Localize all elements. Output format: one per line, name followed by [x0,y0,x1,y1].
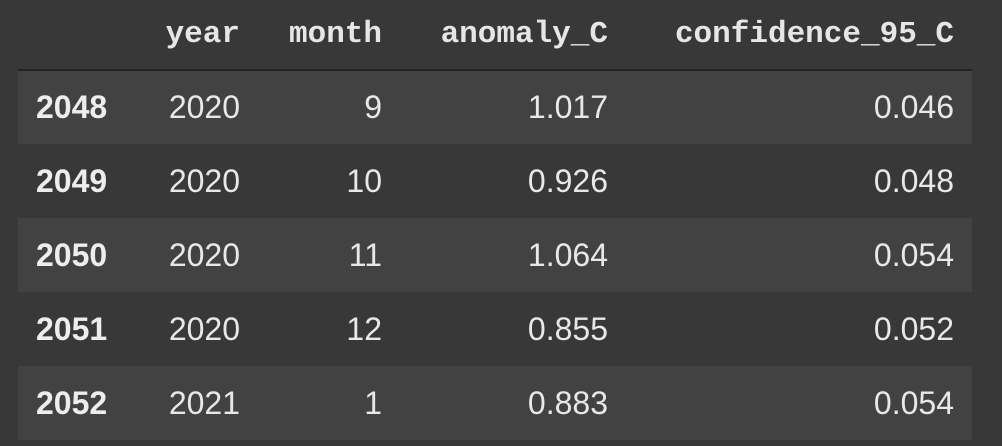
cell-month: 12 [346,310,382,347]
dataframe-table: year month anomaly_C confidence_95_C 204… [18,0,972,440]
table-row: 2050 2020 11 1.064 0.054 [18,218,972,292]
cell-year: 2020 [168,89,240,125]
row-index: 2050 [36,236,108,273]
cell-year: 2020 [168,236,240,273]
cell-month: 9 [364,89,382,125]
cell-confidence: 0.046 [873,89,954,125]
column-header-confidence: confidence_95_C [626,0,972,71]
cell-month: 1 [364,384,382,421]
cell-year: 2021 [168,384,240,421]
header-row: year month anomaly_C confidence_95_C [18,0,972,71]
column-header-year: year [138,0,258,71]
cell-anomaly: 0.855 [527,310,608,347]
row-index: 2048 [36,89,108,125]
table-row: 2049 2020 10 0.926 0.048 [18,144,972,218]
cell-anomaly: 0.883 [527,384,608,421]
cell-confidence: 0.054 [873,384,954,421]
table-row: 2048 2020 9 1.017 0.046 [18,70,972,144]
cell-month: 11 [348,236,382,273]
cell-confidence: 0.054 [873,236,954,273]
cell-anomaly: 0.926 [527,162,608,199]
cell-anomaly: 1.017 [527,89,608,125]
cell-month: 10 [346,162,382,199]
index-header [18,0,138,71]
cell-anomaly: 1.064 [527,236,608,273]
row-index: 2051 [36,310,108,347]
column-header-month: month [258,0,400,71]
table-row: 2051 2020 12 0.855 0.052 [18,292,972,366]
row-index: 2049 [36,162,108,199]
column-header-anomaly: anomaly_C [400,0,626,71]
cell-confidence: 0.048 [873,162,954,199]
row-index: 2052 [36,384,108,421]
cell-year: 2020 [168,162,240,199]
table-row: 2052 2021 1 0.883 0.054 [18,366,972,440]
cell-confidence: 0.052 [873,310,954,347]
cell-year: 2020 [168,310,240,347]
